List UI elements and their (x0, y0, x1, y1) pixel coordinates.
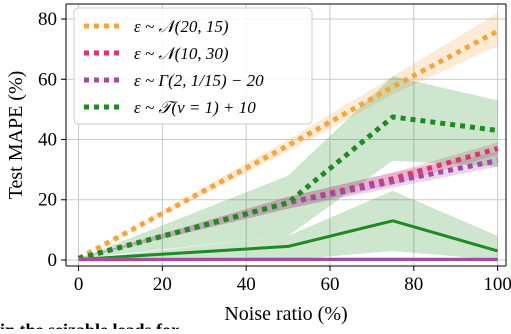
y-tick-label: 80 (38, 9, 57, 30)
legend-label: ε ~ 𝒩(10, 30) (134, 44, 229, 63)
legend-label: ε ~ Γ(2, 1/15) − 20 (134, 71, 264, 90)
legend-label: ε ~ 𝒯(ν = 1) + 10 (134, 98, 256, 117)
y-tick-label: 60 (38, 69, 57, 90)
y-tick-label: 40 (38, 130, 57, 151)
x-axis-title: Noise ratio (%) (224, 303, 347, 325)
x-tick-label: 60 (321, 274, 340, 295)
legend: ε ~ 𝒩(20, 15) ε ~ 𝒩(10, 30) ε ~ Γ(2, 1/15)… (74, 8, 312, 124)
legend-label: ε ~ 𝒩(20, 15) (134, 17, 229, 36)
x-tick-label: 80 (404, 274, 423, 295)
x-tick-label: 20 (153, 274, 172, 295)
y-tick-label: 20 (38, 190, 57, 211)
x-tick-label: 100 (483, 274, 511, 295)
x-tick-label: 0 (74, 274, 84, 295)
y-tick-label: 0 (48, 250, 58, 271)
y-axis-title: Test MAPE (%) (5, 71, 27, 200)
caption-fragment: in the seizable leads for … (0, 320, 201, 329)
x-tick-label: 40 (237, 274, 256, 295)
